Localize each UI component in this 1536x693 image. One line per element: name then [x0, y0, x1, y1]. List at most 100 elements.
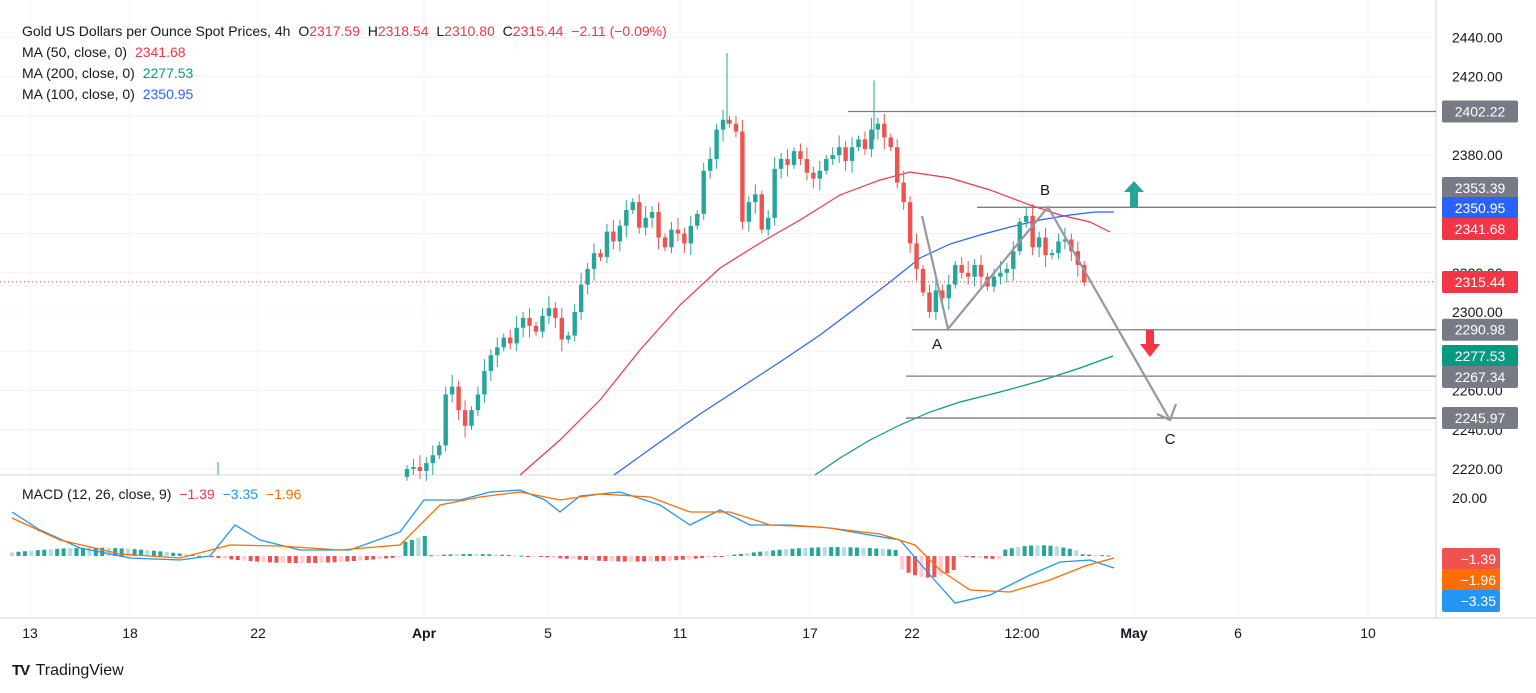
price-badge-label: 2350.95: [1455, 200, 1506, 216]
macd-hist-bar: [29, 550, 34, 556]
candle-body: [1036, 237, 1042, 248]
macd-hist-bar: [693, 556, 698, 559]
macd-hist-bar: [758, 551, 763, 556]
macd-hist-bar: [151, 550, 156, 556]
macd-hist-bar: [326, 556, 331, 563]
macd-hist-bar: [829, 547, 834, 556]
macd-hist-bar: [803, 547, 808, 556]
macd-hist-bar: [951, 556, 956, 571]
price-badge: [1442, 318, 1518, 341]
candle-body: [1082, 264, 1087, 283]
time-tick-label: May: [1120, 625, 1147, 641]
macd-badge: [1442, 548, 1500, 570]
price-badge-label: 2341.68: [1455, 221, 1506, 237]
candle-body: [475, 394, 481, 411]
candle-body: [591, 253, 597, 269]
macd-hist-bar: [1035, 545, 1040, 556]
macd-tick-label: 20.00: [1452, 490, 1487, 506]
candle-body: [785, 159, 790, 165]
time-tick-label: 13: [22, 625, 38, 641]
macd-hist-bar: [738, 553, 743, 556]
macd-hist-bar: [1093, 554, 1098, 556]
macd-hist-bar: [900, 556, 905, 570]
candle-body: [404, 469, 410, 477]
macd-hist-bar: [1009, 548, 1014, 556]
tradingview-logo[interactable]: TV TradingView: [12, 662, 124, 680]
macd-hist-bar: [913, 556, 917, 576]
macd-hist-bar: [925, 556, 930, 578]
price-badge: [1442, 345, 1518, 367]
macd-hist-bar: [558, 556, 563, 559]
candle-body: [604, 231, 610, 258]
macd-hist-bar: [745, 553, 750, 556]
ma50-label: MA (50, close, 0): [22, 44, 128, 60]
macd-hist-bar: [1003, 549, 1008, 556]
price-badge-label: 2245.97: [1455, 410, 1506, 426]
macd-hist-bar: [1048, 545, 1053, 556]
macd-hist-bar: [629, 556, 634, 562]
candle-body: [875, 123, 881, 130]
macd-hist-bar: [596, 556, 601, 561]
macd-hist-value: −1.39: [179, 486, 215, 502]
macd-hist-bar: [435, 554, 440, 556]
macd-hist-bar: [338, 556, 343, 562]
candle-body: [1049, 253, 1055, 256]
candle-body: [456, 386, 461, 411]
legend-ma100[interactable]: MA (100, close, 0) 2350.95: [22, 86, 193, 102]
macd-hist-bar: [209, 556, 214, 558]
macd-hist-bar: [261, 556, 266, 563]
macd-hist-bar: [422, 535, 427, 556]
macd-hist-bar: [816, 547, 821, 556]
macd-hist-bar: [171, 552, 176, 556]
macd-badge: [1442, 569, 1500, 591]
macd-badge-label: −3.35: [1461, 593, 1497, 609]
macd-pane: [10, 489, 1115, 604]
candle-body: [637, 202, 642, 228]
candle-body: [882, 123, 887, 138]
candle-body: [520, 317, 526, 328]
candle-body: [920, 268, 926, 293]
candle-body: [469, 410, 474, 426]
macd-hist-bar: [222, 556, 227, 559]
macd-hist-bar: [74, 547, 79, 556]
macd-hist-bar: [887, 549, 892, 556]
macd-hist-bar: [409, 539, 414, 556]
open-label: O: [298, 23, 310, 39]
macd-hist-bar: [655, 556, 659, 562]
arrow-down-icon: [1140, 330, 1160, 357]
candle-body: [598, 253, 603, 258]
open-value: 2317.59: [309, 23, 360, 39]
close-label: C: [502, 23, 513, 39]
macd-hist-bar: [467, 554, 472, 556]
macd-hist-bar: [16, 551, 21, 556]
legend-ma50[interactable]: MA (50, close, 0) 2341.68: [22, 44, 186, 60]
macd-hist-bar: [384, 556, 389, 559]
candle-body: [1056, 241, 1061, 254]
macd-hist-bar: [771, 550, 776, 556]
candle-body: [772, 168, 777, 218]
ma50-value: 2341.68: [134, 44, 186, 60]
candle-body: [449, 386, 455, 395]
macd-hist-bar: [22, 551, 27, 556]
candle-body: [707, 159, 713, 171]
macd-hist-bar: [719, 556, 724, 557]
candle-body: [508, 337, 513, 344]
macd-hist-bar: [455, 554, 460, 556]
macd-hist-bar: [1054, 546, 1059, 556]
macd-badge-label: −1.39: [1461, 551, 1497, 567]
price-badge-label: 2277.53: [1455, 348, 1506, 364]
macd-hist-bar: [938, 556, 943, 576]
legend-ma200[interactable]: MA (200, close, 0) 2277.53: [22, 65, 193, 81]
macd-line: [11, 489, 1115, 604]
candle-body: [978, 264, 984, 277]
legend-macd[interactable]: MACD (12, 26, close, 9) −1.39 −3.35 −1.9…: [22, 486, 301, 502]
price-badge-label: 2402.22: [1455, 103, 1506, 119]
macd-hist-bar: [571, 556, 576, 560]
macd-hist-bar: [306, 556, 311, 564]
price-badge: [1442, 218, 1518, 240]
macd-hist-bar: [513, 555, 518, 557]
candle-body: [740, 131, 745, 222]
wave-label: C: [1165, 431, 1176, 448]
macd-hist-bar: [345, 556, 350, 562]
